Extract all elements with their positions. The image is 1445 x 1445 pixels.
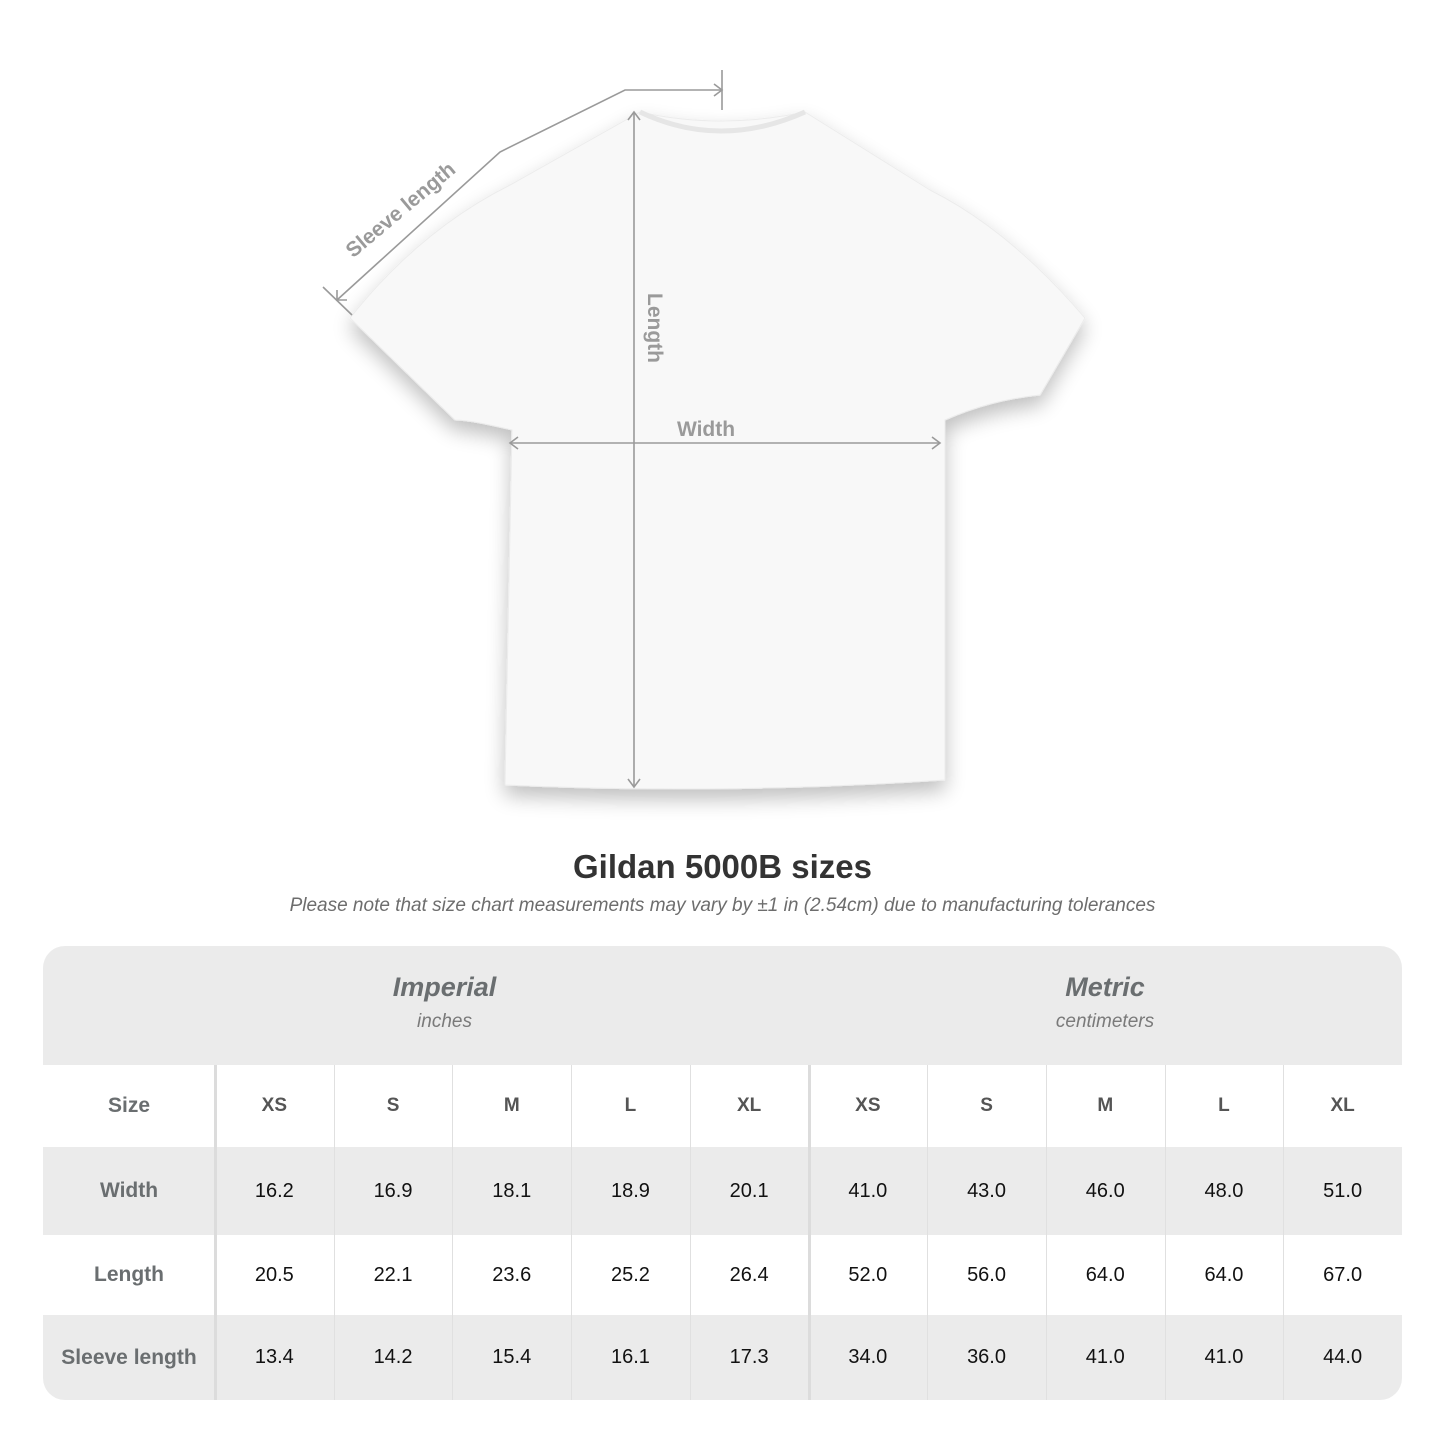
column-divider xyxy=(1283,1065,1285,1400)
table-cell: 26.4 xyxy=(729,1263,769,1286)
column-divider xyxy=(214,1065,217,1400)
tshirt-image xyxy=(349,111,1086,790)
table-cell: 16.9 xyxy=(373,1179,413,1202)
table-cell: 51.0 xyxy=(1323,1179,1363,1202)
group-metric: Metric centimeters xyxy=(808,946,1402,1065)
group-unit: inches xyxy=(417,1011,472,1032)
size-column-header: L xyxy=(624,1095,637,1116)
table-cell: 34.0 xyxy=(848,1346,888,1368)
table-cell: 44.0 xyxy=(1323,1346,1363,1368)
column-divider xyxy=(927,1065,929,1400)
row-label: Sleeve length xyxy=(61,1345,197,1369)
size-column-header: M xyxy=(1097,1095,1114,1116)
size-table: Imperial inches Metric centimeters Size X… xyxy=(43,946,1402,1400)
table-cell: 18.1 xyxy=(492,1179,532,1202)
row-label: Length xyxy=(94,1263,164,1286)
group-unit: centimeters xyxy=(1055,1011,1155,1032)
column-divider xyxy=(689,1065,691,1400)
length-label: Length xyxy=(643,293,666,363)
sleeve-measure-line xyxy=(336,89,722,301)
size-column-header: XL xyxy=(1330,1095,1355,1116)
size-column-header: M xyxy=(503,1095,520,1116)
table-cell: 16.2 xyxy=(254,1179,294,1202)
table-cell: 64.0 xyxy=(1085,1263,1125,1286)
table-cell: 46.0 xyxy=(1085,1179,1125,1202)
row-label: Width xyxy=(99,1179,159,1202)
table-cell: 23.6 xyxy=(492,1263,532,1286)
table-cell: 36.0 xyxy=(967,1346,1006,1368)
table-cell: 13.4 xyxy=(254,1346,294,1368)
column-divider xyxy=(1045,1065,1047,1400)
column-divider xyxy=(1164,1065,1166,1400)
header-band xyxy=(43,946,1402,1065)
table-cell: 14.2 xyxy=(373,1346,413,1368)
table-cell: 41.0 xyxy=(1085,1346,1125,1368)
table-cell: 48.0 xyxy=(1204,1179,1244,1202)
table-cell: 20.5 xyxy=(254,1263,294,1286)
table-cell: 17.3 xyxy=(729,1346,769,1368)
size-column-header: XL xyxy=(737,1095,762,1116)
table-cell: 16.1 xyxy=(610,1346,650,1368)
tolerance-note: Please note that size chart measurements… xyxy=(289,895,1156,916)
size-column-header: XS xyxy=(855,1095,881,1116)
table-cell: 52.0 xyxy=(848,1263,888,1286)
group-title: Metric xyxy=(1065,972,1145,1002)
table-cell: 18.9 xyxy=(610,1179,650,1202)
tshirt-diagram: Sleeve length Length Width xyxy=(322,70,1086,790)
size-column-header: L xyxy=(1218,1095,1230,1116)
table-cell: 15.4 xyxy=(492,1346,532,1368)
table-cell: 64.0 xyxy=(1204,1263,1244,1286)
group-title: Imperial xyxy=(392,972,497,1002)
table-cell: 22.1 xyxy=(373,1263,413,1286)
table-cell: 56.0 xyxy=(967,1263,1006,1286)
column-divider xyxy=(452,1065,454,1400)
table-cell: 41.0 xyxy=(1204,1346,1244,1368)
width-label: Width xyxy=(677,418,735,441)
size-column-header: XS xyxy=(261,1095,288,1116)
group-imperial: Imperial inches xyxy=(215,946,674,1065)
table-cell: 43.0 xyxy=(967,1179,1006,1202)
table-cell: 67.0 xyxy=(1323,1263,1363,1286)
row-band xyxy=(43,1147,1402,1235)
table-cell: 20.1 xyxy=(729,1179,769,1202)
table-cell: 41.0 xyxy=(848,1179,888,1202)
column-divider xyxy=(333,1065,335,1400)
row-band xyxy=(43,1315,1402,1400)
page-title: Gildan 5000B sizes xyxy=(573,848,872,885)
size-header: Size xyxy=(107,1094,151,1117)
size-column-header: S xyxy=(386,1095,400,1116)
column-divider xyxy=(807,1065,811,1400)
column-divider xyxy=(571,1065,573,1400)
table-cell: 25.2 xyxy=(610,1263,650,1286)
size-column-header: S xyxy=(980,1095,993,1116)
